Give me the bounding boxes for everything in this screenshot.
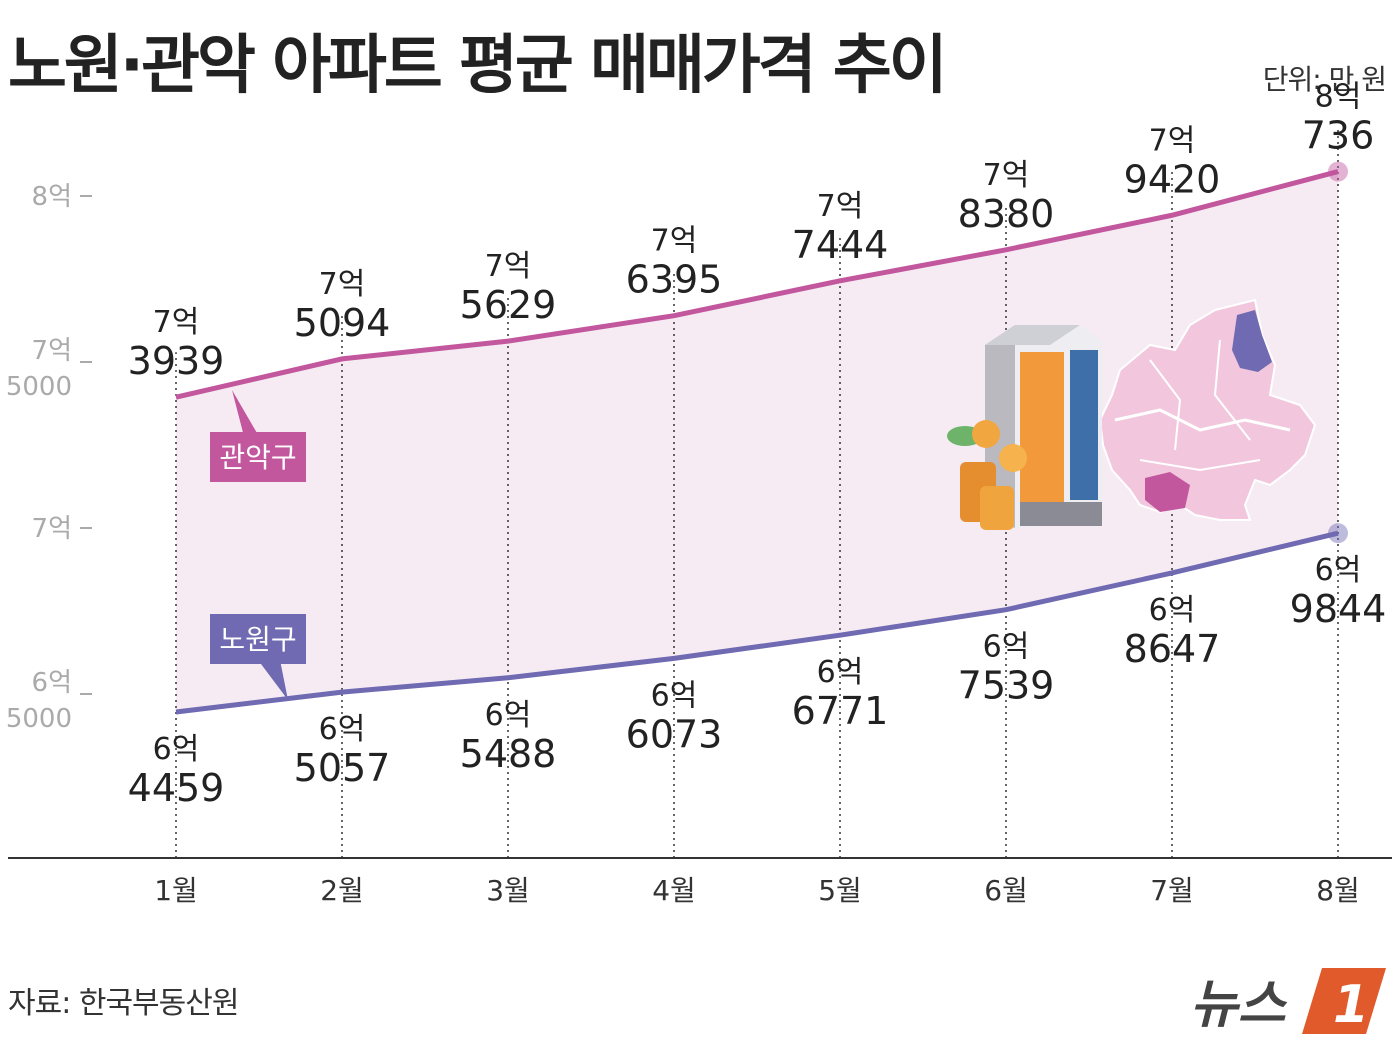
logo-mark	[1302, 968, 1386, 1034]
x-tick-label: 1월	[154, 874, 198, 907]
svg-text:4459: 4459	[128, 766, 225, 810]
series-line-nowon	[175, 530, 1339, 715]
news1-logo: 뉴스 1	[1190, 960, 1390, 1040]
legend-nowon-label: 노원구	[219, 623, 296, 656]
svg-text:5629: 5629	[460, 283, 557, 327]
svg-text:6억: 6억	[485, 698, 532, 733]
x-tick-label: 6월	[984, 874, 1028, 907]
svg-text:7억: 7억	[983, 158, 1030, 193]
svg-text:3939: 3939	[128, 339, 225, 383]
svg-text:6억: 6억	[817, 655, 864, 690]
series-line-gwanak	[175, 169, 1339, 400]
y-tick-label: 8억	[32, 182, 72, 212]
series-end-point-nowon	[1328, 523, 1348, 544]
svg-text:6억: 6억	[1315, 553, 1362, 588]
series-layer: 7억39397억50947억56297억63957억74447억83807억94…	[128, 80, 1387, 810]
svg-text:9420: 9420	[1124, 157, 1221, 201]
svg-text:6억: 6억	[651, 678, 698, 713]
legend-gwanak: 관악구	[210, 390, 306, 482]
svg-text:8647: 8647	[1124, 627, 1221, 671]
svg-text:7억: 7억	[319, 267, 366, 302]
apartment-building-illustration	[985, 325, 1102, 528]
x-tick-label: 3월	[486, 874, 530, 907]
svg-text:9844: 9844	[1290, 587, 1387, 631]
svg-text:7억: 7억	[817, 189, 864, 224]
svg-text:6771: 6771	[792, 689, 889, 733]
svg-text:7억: 7억	[1149, 123, 1196, 158]
svg-text:7444: 7444	[792, 223, 889, 267]
y-tick-label: 7억	[32, 336, 72, 366]
y-tick-label: 5000	[6, 372, 72, 402]
svg-text:7억: 7억	[485, 249, 532, 284]
svg-text:7억: 7억	[153, 305, 200, 340]
svg-text:8억: 8억	[1315, 80, 1362, 115]
source-note: 자료: 한국부동산원	[8, 986, 239, 1021]
x-tick-label: 8월	[1316, 874, 1360, 907]
svg-text:6395: 6395	[626, 258, 723, 302]
svg-text:5094: 5094	[294, 301, 391, 345]
x-tick-label: 2월	[320, 874, 364, 907]
svg-text:736: 736	[1302, 114, 1375, 158]
series-end-point-gwanak	[1328, 161, 1348, 182]
x-tick-label: 7월	[1150, 874, 1194, 907]
svg-text:5057: 5057	[294, 746, 391, 790]
x-tick-label: 4월	[652, 874, 696, 907]
series-band-fill	[176, 171, 1338, 712]
nowon-district-shape	[1232, 310, 1272, 372]
coin-stack-illustration	[947, 420, 1027, 530]
page-title: 노원·관악 아파트 평균 매매가격 추이	[8, 29, 948, 103]
svg-text:8380: 8380	[958, 192, 1055, 236]
brand-text: 뉴스	[1190, 975, 1288, 1035]
svg-text:7539: 7539	[958, 664, 1055, 708]
svg-text:6억: 6억	[319, 712, 366, 747]
svg-text:7억: 7억	[651, 224, 698, 259]
svg-text:6억: 6억	[153, 732, 200, 767]
x-axis-labels: 1월 2월 3월 4월 5월 6월 7월 8월	[154, 874, 1360, 907]
legend-gwanak-label: 관악구	[219, 441, 296, 474]
y-tick-label: 5000	[6, 704, 72, 734]
y-axis-ticks: 8억 7억 5000 7억 6억 5000	[6, 182, 92, 734]
svg-text:6억: 6억	[983, 630, 1030, 665]
legend-nowon: 노원구	[210, 614, 306, 700]
y-tick-label: 7억	[32, 514, 72, 544]
gwanak-district-shape	[1145, 472, 1190, 512]
gridlines	[175, 126, 1339, 858]
svg-text:6073: 6073	[626, 712, 723, 756]
unit-label: 단위: 만 원	[1262, 63, 1387, 96]
x-tick-label: 5월	[818, 874, 862, 907]
svg-text:6억: 6억	[1149, 593, 1196, 628]
svg-text:5488: 5488	[460, 732, 557, 776]
seoul-map-illustration	[1098, 298, 1317, 521]
svg-text:1: 1	[1333, 975, 1369, 1035]
y-tick-label: 6억	[32, 668, 72, 698]
